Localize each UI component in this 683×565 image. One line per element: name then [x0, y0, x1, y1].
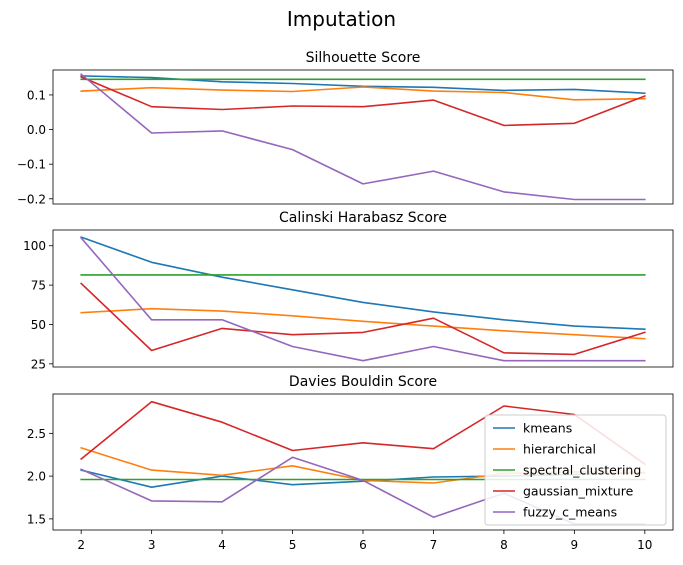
x-tick-label: 7 — [430, 538, 438, 552]
series-line-hierarchical — [80, 86, 646, 101]
x-tick-label: 9 — [571, 538, 579, 552]
y-tick-label: 2.0 — [27, 470, 46, 484]
y-tick-label: 1.5 — [27, 512, 46, 526]
series-line-fuzzy-c-means — [80, 73, 646, 201]
subplot-1: Silhouette Score 0.1 0.0 −0.1 −0.2 — [17, 50, 674, 206]
subplot-title: Calinski Harabasz Score — [279, 210, 447, 226]
series-line-fuzzy-c-means — [80, 236, 646, 362]
y-tick-label: −0.2 — [17, 192, 46, 206]
x-tick-label: 8 — [500, 538, 508, 552]
legend-label: spectral_clustering — [523, 463, 641, 478]
y-tick-label: 100 — [23, 239, 46, 253]
y-tick-label: 0.0 — [27, 123, 46, 137]
subplot-3: Davies Bouldin Score 2.5 2.0 1.5 2 3 4 5 6 7 8 9 10 — [27, 374, 674, 552]
series-line-kmeans — [80, 75, 646, 95]
subplot-title: Davies Bouldin Score — [289, 374, 437, 390]
legend-label: fuzzy_c_means — [523, 505, 617, 520]
x-tick-label: 5 — [289, 538, 297, 552]
y-tick-label: 25 — [31, 357, 46, 371]
series-line-gaussian-mixture — [80, 282, 646, 356]
series-line-gaussian-mixture — [80, 400, 646, 466]
legend-label: gaussian_mixture — [523, 484, 634, 499]
legend-label: hierarchical — [523, 442, 596, 457]
plot-frame — [52, 229, 674, 368]
x-tick-label: 10 — [637, 538, 652, 552]
legend: kmeans hierarchical spectral_clusteringgau… — [484, 414, 667, 526]
x-tick-label: 2 — [77, 538, 85, 552]
x-tick-label: 6 — [359, 538, 367, 552]
subplots: Silhouette Score 0.1 0.0 −0.1 −0.2 Calinski H… — [17, 50, 674, 552]
y-tick-label: 2.5 — [27, 427, 46, 441]
series-line-hierarchical — [80, 307, 646, 340]
y-tick-label: −0.1 — [17, 158, 46, 172]
y-tick-label: 50 — [31, 318, 46, 332]
legend-label: kmeans — [523, 421, 572, 436]
subplot-2: Calinski Harabasz Score 100 75 50 25 — [23, 210, 674, 371]
x-tick-label: 4 — [218, 538, 226, 552]
plot-frame — [52, 393, 674, 531]
x-tick-label: 3 — [148, 538, 156, 552]
legend-box — [484, 414, 667, 526]
series-line-kmeans — [80, 236, 646, 331]
y-tick-label: 75 — [31, 279, 46, 293]
figure-title: Imputation — [287, 7, 396, 31]
subplot-title: Silhouette Score — [306, 50, 421, 66]
plot-frame — [52, 69, 674, 205]
y-tick-label: 0.1 — [27, 88, 46, 102]
series-line-gaussian-mixture — [80, 75, 646, 127]
